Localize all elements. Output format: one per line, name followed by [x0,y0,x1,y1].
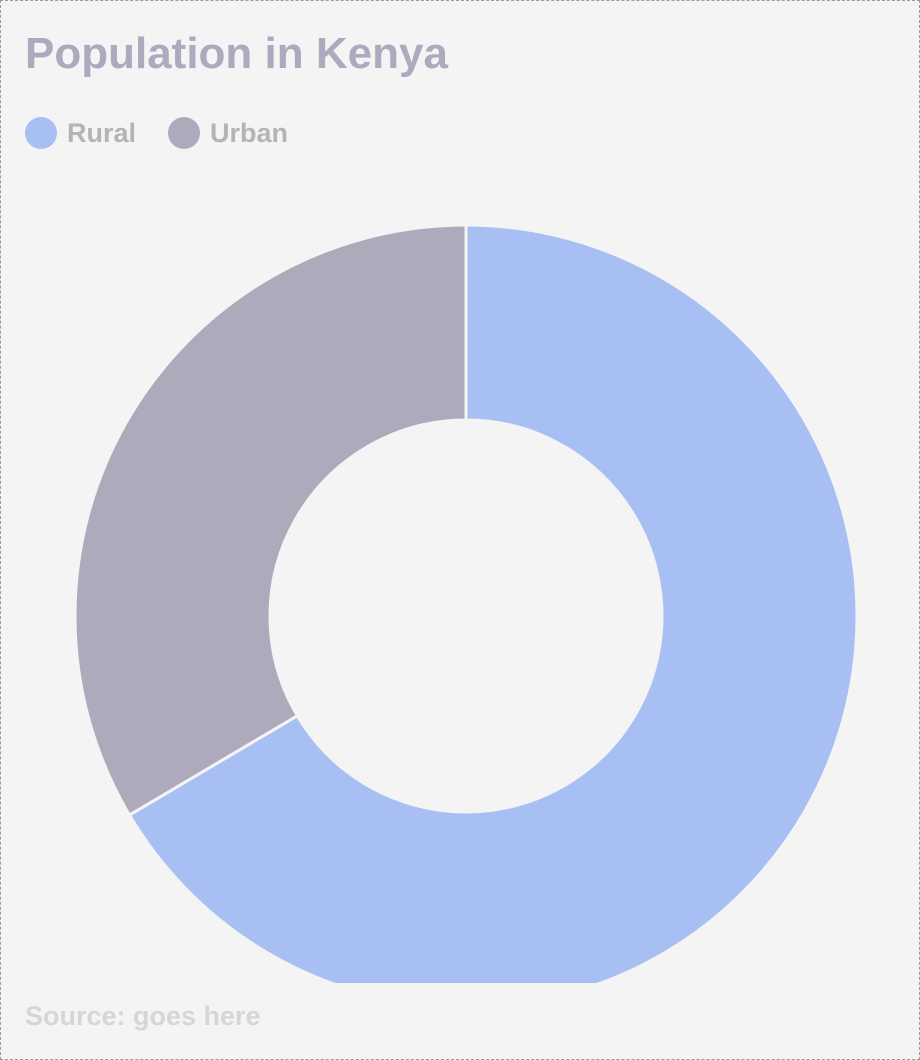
donut-slice-urban[interactable] [73,223,468,818]
donut-slice-rural[interactable] [127,223,859,1007]
legend-swatch-rural [25,117,57,149]
legend-label-urban: Urban [210,117,289,148]
donut-slices [73,223,859,1007]
legend-label-rural: Rural [67,117,137,148]
legend-item-rural[interactable]: Rural [25,117,136,149]
legend-swatch-urban [168,117,201,149]
source-note: Source: goes here [25,1001,261,1031]
legend: Rural Urban [25,117,320,149]
chart-title: Population in Kenya [25,29,448,78]
legend-item-urban[interactable]: Urban [168,117,288,149]
